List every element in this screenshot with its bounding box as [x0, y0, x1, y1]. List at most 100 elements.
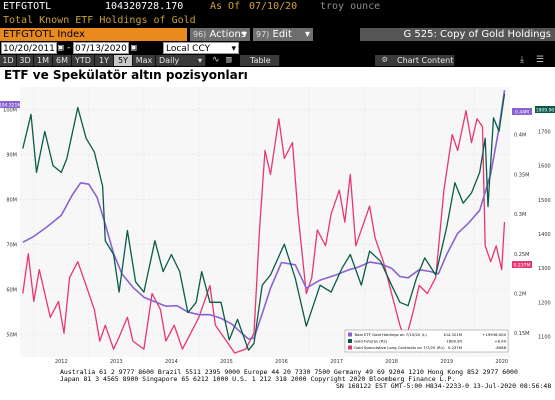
series-layer: [22, 90, 506, 354]
tab-6m[interactable]: 6M: [53, 55, 72, 66]
settings-icon[interactable]: ☰: [536, 55, 545, 65]
as-of-label: As Of: [210, 1, 241, 12]
frequency-label: Daily: [159, 56, 180, 65]
legend-swatch: [348, 332, 352, 337]
last-value: 104320728.170: [105, 1, 184, 12]
edit-menu-button[interactable]: 97) Edit ▾: [253, 28, 313, 41]
legend-box: [344, 329, 509, 353]
edit-label: Edit: [272, 29, 292, 40]
legend-swatch: [348, 345, 352, 350]
as-of-date: 07/10/20: [249, 1, 298, 12]
mid-last-label-spec: 0.237M: [514, 263, 531, 269]
mid-axis: 0.4M 0.35M 0.3M 0.25M 0.2M 0.15M: [514, 133, 529, 338]
calendar-icon[interactable]: ▣: [58, 43, 64, 53]
left-tick-label: 60M: [6, 288, 17, 294]
x-tick-label: 2012: [55, 359, 68, 365]
page-title: G 525: Copy of Gold Holdings: [403, 29, 551, 40]
chart-panel: 100M 90M 80M 70M 60M 50M 0.4M 0.35M 0.3M 0.25M 0.…: [0, 67, 555, 367]
currency-value: Local CCY: [166, 44, 211, 54]
left-tick-label: 80M: [6, 198, 17, 204]
chart-title: ETF ve Spekülatör altın pozisyonları: [4, 68, 248, 82]
mid-last-label-etf: 0.44M: [515, 110, 529, 116]
right-tick-label: 1700: [538, 129, 551, 135]
toolbar: ETFGTOTL Index 96) Actions ▾ 97) Edit ▾ …: [0, 28, 555, 42]
x-tick-label: 2018: [385, 359, 398, 365]
calendar-icon[interactable]: ▣: [131, 43, 137, 53]
mid-tick-label: 0.3M: [514, 212, 526, 218]
tab-5y[interactable]: 5Y: [114, 55, 133, 66]
left-tick-label: 90M: [6, 153, 17, 159]
legend-series-name: Gold Futures (R2): [354, 339, 388, 344]
table-button[interactable]: Table: [240, 55, 280, 66]
chart-content-button[interactable]: Chart Content: [375, 55, 455, 66]
tab-ytd[interactable]: YTD: [72, 55, 95, 66]
legend-series-value: 104.321M: [443, 332, 462, 337]
footer: Australia 61 2 9777 8600 Brazil 5511 239…: [0, 367, 555, 400]
unit-label: troy ounce: [320, 1, 381, 12]
x-tick-label: 2013: [110, 359, 123, 365]
footer-session-line: SN 168122 EST GMT-5:00 H834-2233-0 13-Ju…: [336, 382, 552, 390]
left-tick-label: 50M: [6, 333, 17, 339]
legend: Total ETF Gold Holdings on 7/10/20 (L) 10…: [344, 329, 509, 353]
left-tick-label: 70M: [6, 243, 17, 249]
end-date-field[interactable]: 07/13/2020: [73, 42, 129, 54]
export-icon[interactable]: ⤓: [520, 55, 524, 65]
left-last-label: 104.321M: [0, 103, 21, 109]
right-last-label: 1809.90: [536, 108, 555, 114]
chevron-down-icon: ▾: [231, 44, 236, 54]
right-tick-label: 1300: [538, 266, 551, 272]
mid-last-label-etf-bg: [512, 108, 532, 115]
chart-content-label: Chart Content: [397, 56, 454, 65]
right-last-label-bg: [535, 106, 555, 113]
start-date-field[interactable]: 10/20/2011: [1, 42, 57, 54]
mid-tick-label: 0.4M: [514, 133, 526, 139]
legend-series-name: Gold Speculative Long Contracts on 7/7/2…: [354, 345, 445, 350]
legend-series-change: +19936.000: [482, 332, 506, 337]
date-range-row: 10/20/2011 ▣ - 07/13/2020 ▣ Local CCY ▾: [0, 42, 555, 55]
x-tick-label: 2017: [330, 359, 343, 365]
actions-menu-button[interactable]: 96) Actions ▾: [190, 28, 250, 41]
index-label-box[interactable]: ETFGTOTL Index: [0, 28, 187, 41]
right-axis: 1700 1600 1500 1400 1300 1200 1100: [538, 129, 551, 340]
range-dash: -: [66, 43, 72, 53]
x-tick-label: 2015: [220, 359, 233, 365]
right-tick-label: 1400: [538, 232, 551, 238]
right-tick-label: 1500: [538, 198, 551, 204]
right-tick-label: 1600: [538, 164, 551, 170]
legend-series-change: -8088: [495, 345, 507, 350]
actions-number: 96): [193, 30, 207, 39]
x-tick-label: 2020: [495, 359, 508, 365]
chart-settings-icon: ⚙: [382, 55, 388, 65]
tab-1d[interactable]: 1D: [0, 55, 17, 66]
start-date-value: 10/20/2011: [3, 44, 55, 54]
tab-1y[interactable]: 1Y: [95, 55, 114, 66]
series-line: [22, 110, 506, 354]
x-axis: 2012 2013 2014 2015 2016 2017 2018 2019 2020: [55, 359, 508, 365]
index-label: ETFGTOTL Index: [3, 29, 85, 40]
tab-max[interactable]: Max: [133, 55, 156, 66]
legend-series-value: 1809.90: [446, 339, 462, 344]
mid-last-label-spec-bg: [512, 261, 532, 268]
header-row-description: Total Known ETF Holdings of Gold: [0, 14, 555, 28]
end-date-value: 07/13/2020: [75, 44, 127, 54]
footer-copyright-line: Japan 81 3 4565 8900 Singapore 65 6212 1…: [60, 375, 456, 383]
mid-tick-label: 0.25M: [514, 252, 529, 258]
chevron-down-icon: ▾: [241, 29, 247, 40]
right-tick-label: 1100: [538, 334, 551, 340]
currency-select[interactable]: Local CCY ▾: [163, 42, 239, 54]
plot-area: [20, 87, 510, 357]
x-tick-label: 2019: [440, 359, 453, 365]
tab-1m[interactable]: 1M: [34, 55, 53, 66]
edit-number: 97): [256, 30, 270, 39]
mid-tick-label: 0.2M: [514, 291, 526, 297]
bar-chart-icon[interactable]: ▥: [226, 55, 232, 65]
header-row-quote: ETFGTOTL 104320728.170 As Of 07/10/20 tr…: [0, 0, 555, 14]
actions-label: Actions: [209, 29, 247, 40]
footer-contacts-line: Australia 61 2 9777 8600 Brazil 5511 239…: [60, 368, 518, 376]
legend-series-change: +8.00: [494, 339, 506, 344]
legend-swatch: [348, 339, 352, 343]
frequency-select[interactable]: Daily ▾: [156, 55, 206, 66]
tab-3d[interactable]: 3D: [17, 55, 34, 66]
line-chart-icon[interactable]: ∿: [212, 55, 220, 65]
